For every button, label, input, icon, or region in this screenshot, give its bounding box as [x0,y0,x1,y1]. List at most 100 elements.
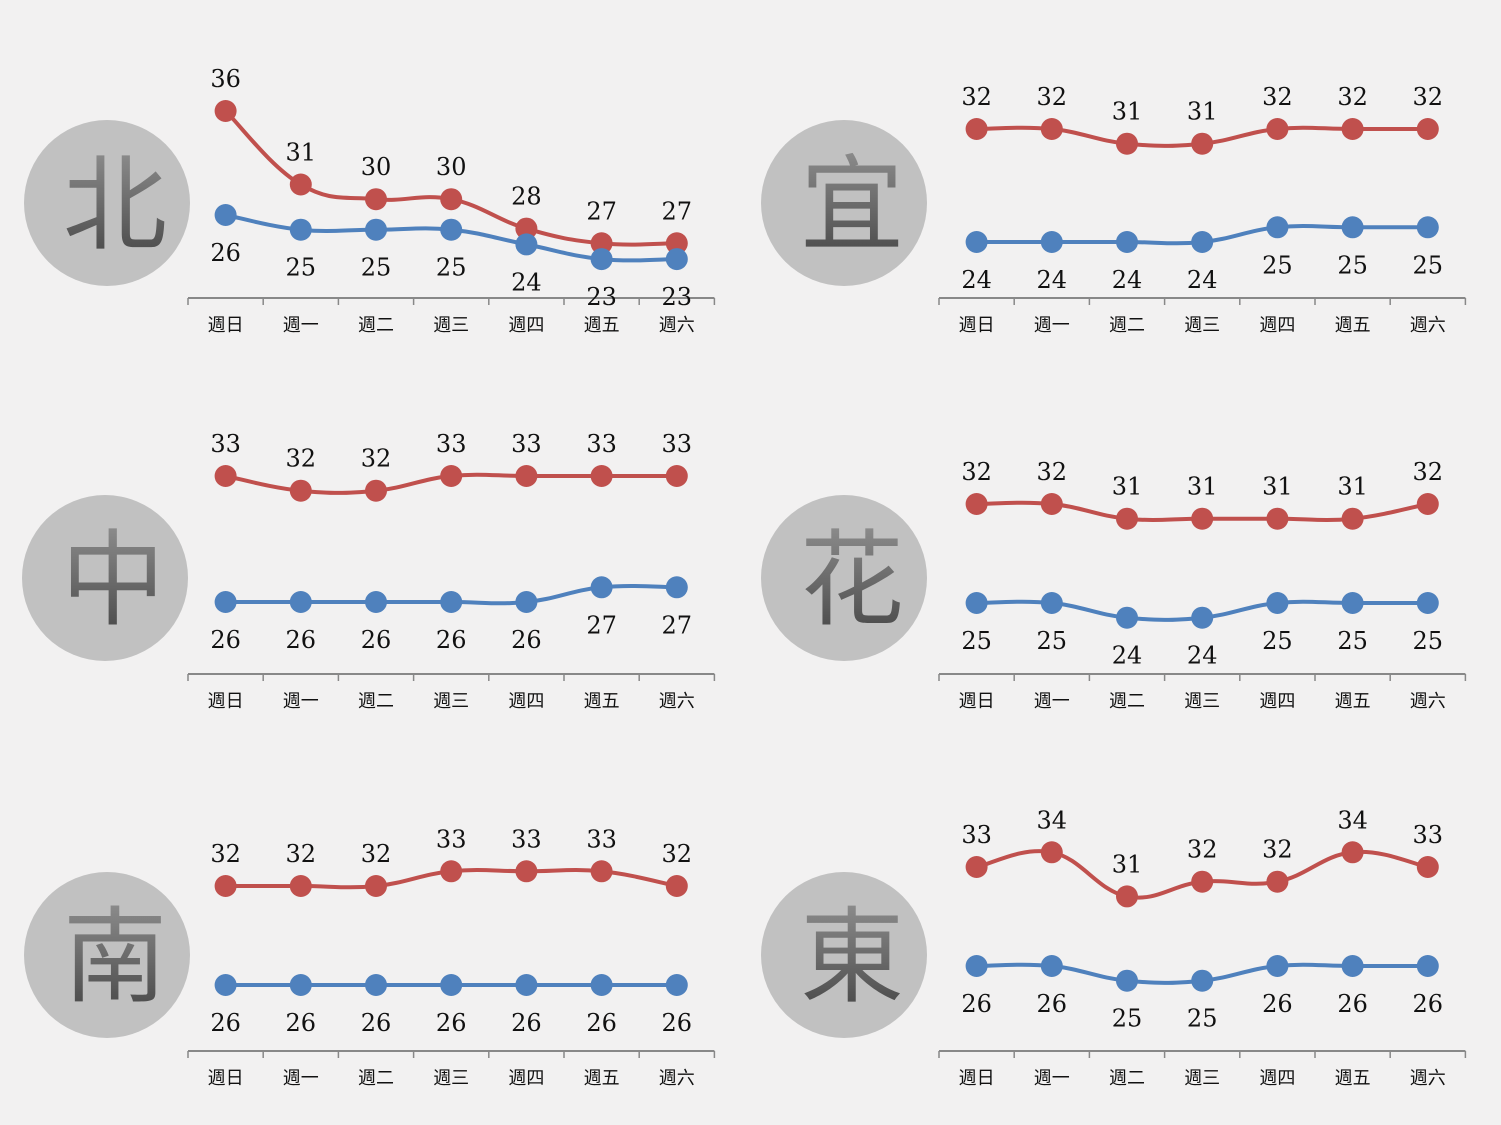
x-tick-label: 週六 [1410,691,1446,712]
high-temp-label: 33 [586,825,617,853]
low-temp-point [214,974,237,996]
low-temp-point [665,248,688,271]
low-temp-point [214,591,237,613]
high-temp-label: 33 [436,825,467,853]
low-temp-label: 24 [1037,266,1068,294]
low-temp-label: 23 [586,283,617,311]
low-temp-point [665,974,688,996]
low-temp-label: 25 [961,627,992,655]
high-temp-point [665,875,688,897]
x-tick-label: 週五 [584,315,620,336]
low-temp-label: 25 [1337,627,1368,655]
x-tick-label: 週五 [584,1068,620,1089]
x-tick-label: 週日 [959,1068,995,1089]
high-temp-label: 31 [1337,473,1368,501]
x-tick-label: 週一 [1034,691,1070,712]
x-tick-label: 週五 [1335,691,1371,712]
low-temp-point [1416,955,1439,977]
low-temp-label: 26 [586,1009,617,1037]
low-temp-label: 26 [286,1009,317,1037]
low-temp-label: 26 [511,1009,542,1037]
low-temp-point [590,248,613,271]
high-temp-label: 32 [1337,83,1368,111]
x-tick-label: 週四 [508,691,544,712]
region-chart: 南週日 週一 週二 週三 週四 週五 週六 32 32 32 33 33 33 32 26 26 26 26 26 2… [24,825,716,1089]
region-badge [24,872,190,1038]
x-tick-label: 週五 [1335,315,1371,336]
high-temp-point [1416,493,1439,515]
high-temp-label: 32 [210,840,241,868]
high-temp-point [1116,132,1138,155]
high-temp-point [515,465,538,487]
region-chart: 花週日 週一 週二 週三 週四 週五 週六 32 32 31 31 31 31 32 25 25 24 24 25 2… [761,458,1467,712]
low-temp-label: 24 [511,268,542,296]
low-temp-point [1266,216,1289,239]
x-tick-label: 週日 [959,315,995,336]
high-temp-label: 36 [210,65,241,93]
high-temp-label: 33 [511,825,542,853]
x-tick-label: 週五 [584,691,620,712]
high-temp-label: 31 [1187,98,1218,126]
x-tick-label: 週六 [1410,1068,1446,1089]
x-tick-label: 週四 [508,1068,544,1089]
low-temp-label: 24 [1112,266,1143,294]
high-temp-label: 33 [586,430,617,458]
x-tick-label: 週一 [1034,1068,1070,1089]
low-temp-label: 25 [1337,251,1368,279]
high-temp-label: 32 [961,83,992,111]
x-tick-label: 週二 [358,691,394,712]
low-temp-point [1416,216,1439,239]
high-temp-point [590,465,613,487]
region-chart: 北週日 週一 週二 週三 週四 週五 週六 36 31 30 30 28 27 27 26 25 25 25 24 2… [24,65,716,336]
low-temp-label: 27 [586,611,617,639]
region-badge [761,872,927,1038]
x-tick-label: 週三 [1184,1068,1220,1089]
high-temp-label: 33 [1413,821,1444,849]
low-temp-point [1341,955,1364,977]
low-temp-label: 25 [1413,627,1444,655]
low-temp-label: 25 [1112,1005,1143,1033]
low-temp-label: 25 [286,254,317,282]
high-temp-label: 32 [1187,836,1218,864]
high-temp-label: 32 [361,840,392,868]
high-temp-point [1341,118,1364,140]
low-temp-label: 26 [436,1009,467,1037]
high-temp-point [1191,507,1214,530]
low-temp-point [1266,955,1289,977]
high-temp-label: 31 [1262,473,1293,501]
x-tick-label: 週三 [1184,315,1220,336]
low-temp-label: 26 [286,626,317,654]
low-temp-label: 26 [210,1009,241,1037]
high-temp-point [1040,841,1063,864]
high-temp-label: 31 [1112,98,1143,126]
x-tick-label: 週六 [659,691,695,712]
high-temp-point [1191,132,1214,155]
high-temp-label: 33 [961,821,992,849]
region-label: 花 [800,519,904,641]
high-temp-label: 30 [361,153,392,181]
region-label: 南 [63,896,167,1018]
high-temp-label: 32 [1037,83,1068,111]
low-temp-label: 24 [1112,642,1143,670]
low-temp-point [1116,969,1138,992]
high-temp-point [965,856,988,878]
high-temp-label: 34 [1337,806,1368,834]
high-temp-label: 32 [286,445,317,473]
low-temp-label: 25 [1262,251,1293,279]
high-temp-point [440,188,463,211]
x-tick-label: 週二 [1109,691,1145,712]
low-temp-point [1191,231,1214,253]
low-temp-point [440,974,463,996]
low-temp-point [365,974,387,996]
high-temp-point [289,173,312,196]
region-badge [761,120,927,286]
high-temp-point [1416,856,1439,878]
high-temp-point [965,118,988,140]
x-tick-label: 週二 [1109,315,1145,336]
x-tick-label: 週一 [283,315,319,336]
low-temp-label: 25 [1187,1005,1218,1033]
low-temp-point [1416,592,1439,614]
high-temp-point [214,875,237,897]
low-temp-label: 26 [662,1009,693,1037]
